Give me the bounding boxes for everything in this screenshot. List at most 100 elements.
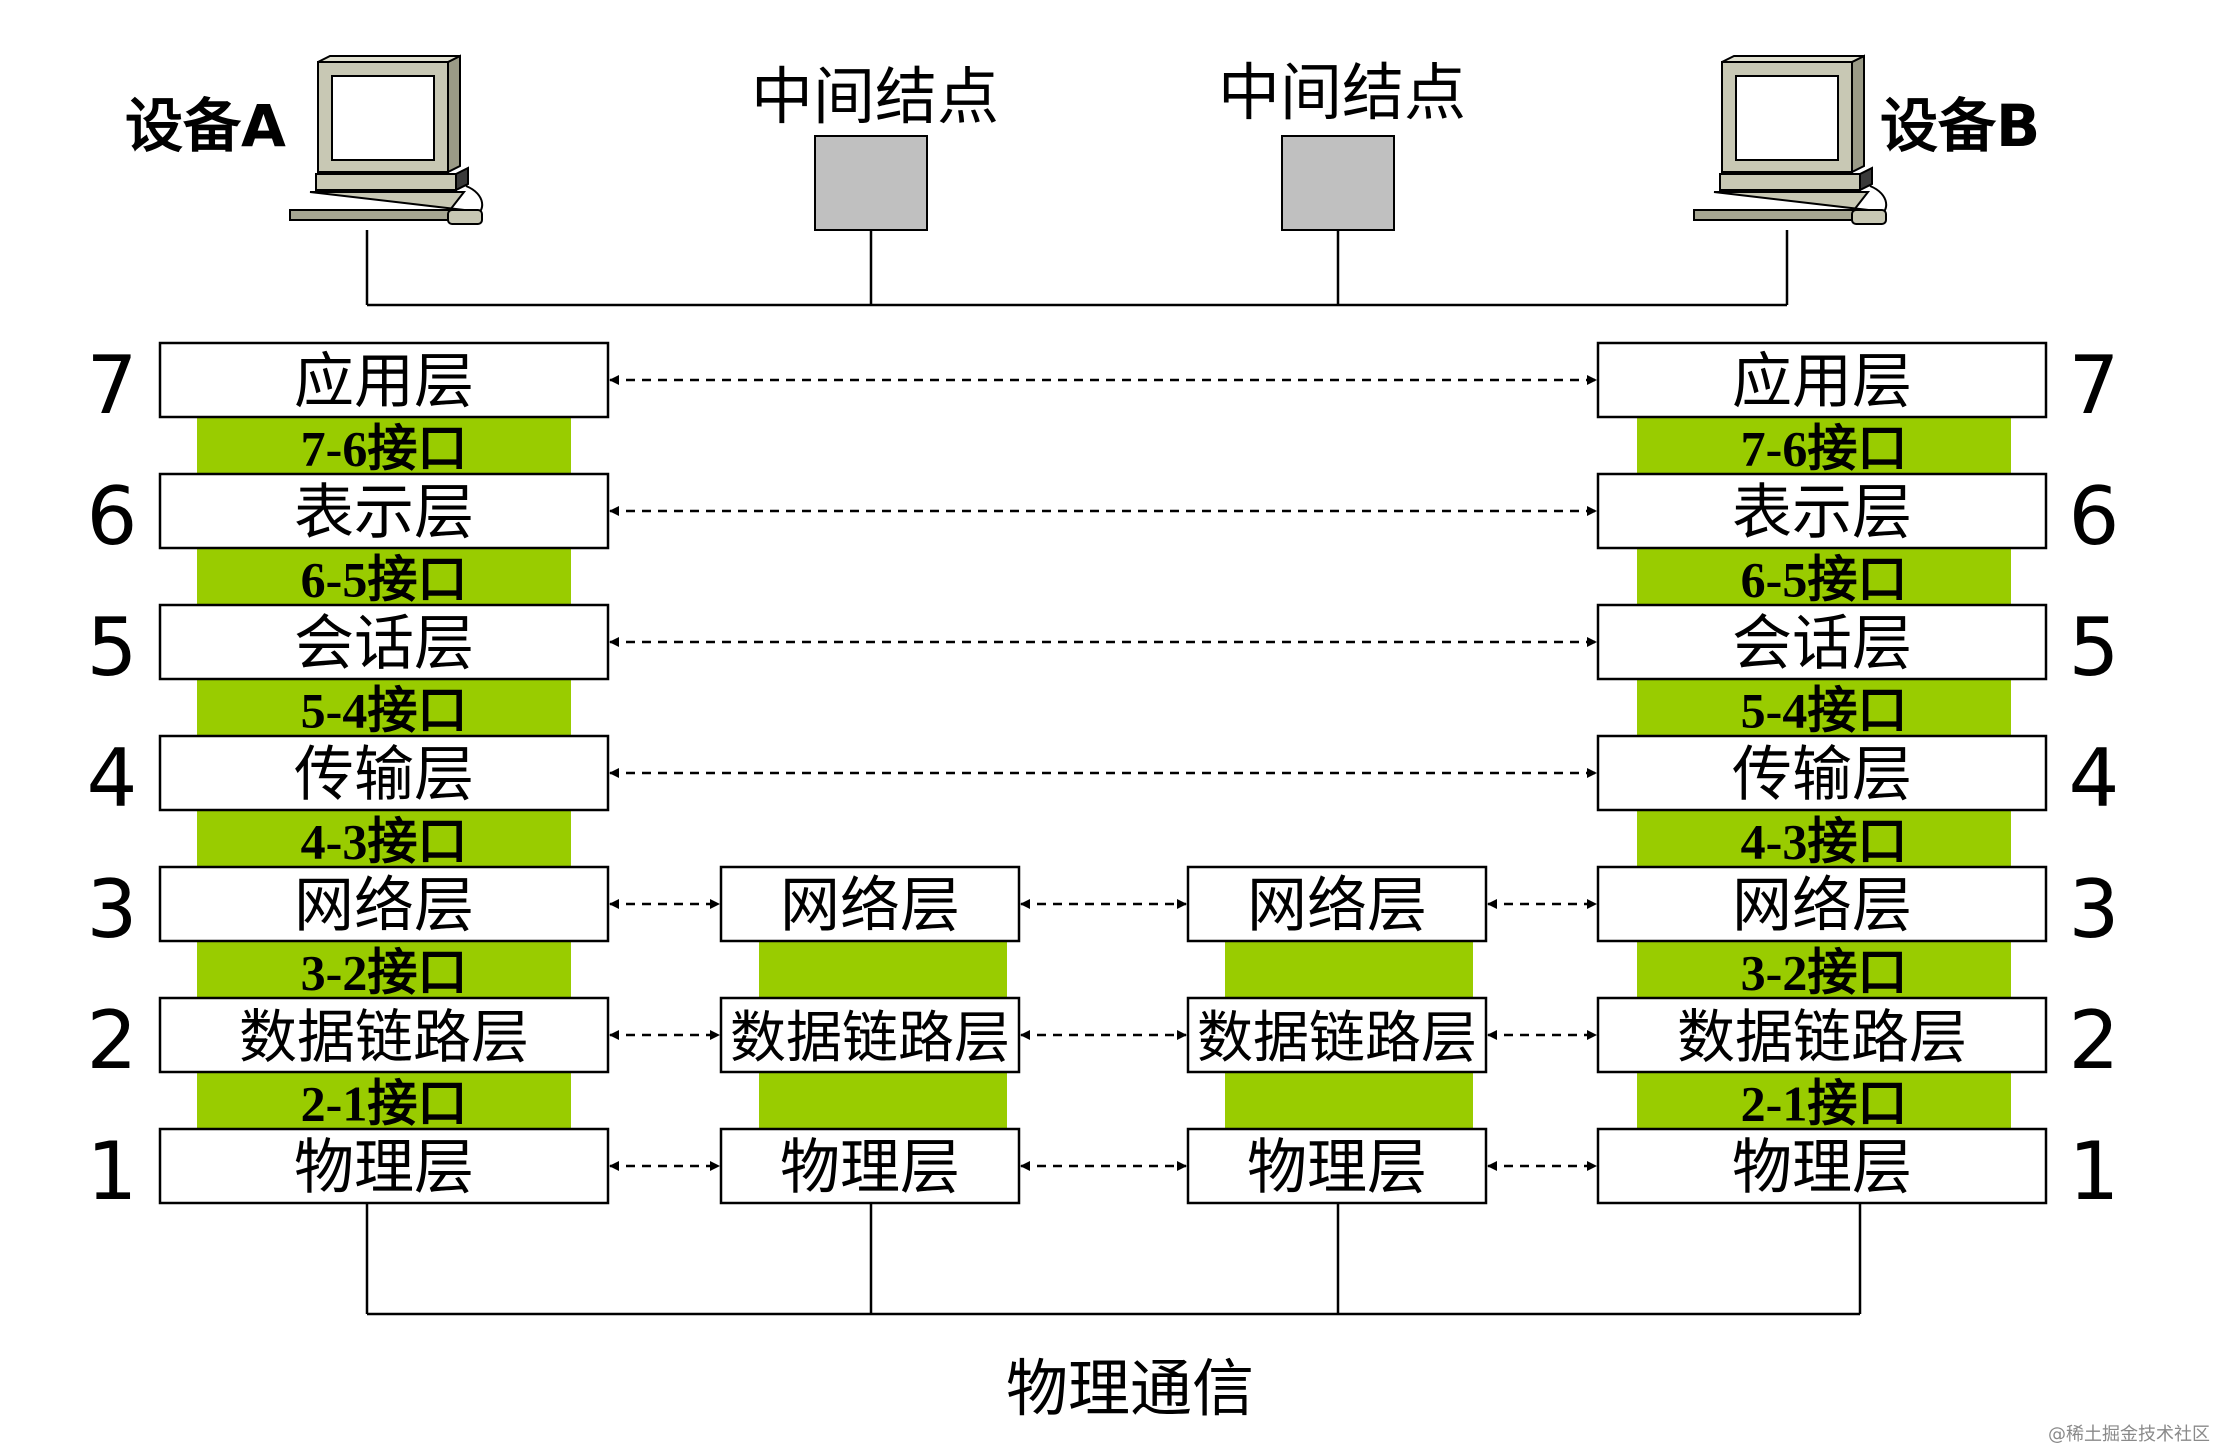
layer-name-mid1: 数据链路层 bbox=[730, 1006, 1010, 1071]
layer-name-right: 物理层 bbox=[1732, 1133, 1912, 1203]
layer-name-left: 物理层 bbox=[294, 1133, 474, 1203]
layer-box-mid1 bbox=[719, 1127, 1021, 1205]
layer-box-right bbox=[1596, 734, 2048, 812]
interface-label-left: 7-6接口 bbox=[301, 421, 468, 477]
interface-label-right: 4-3接口 bbox=[1741, 814, 1908, 870]
interface-band-right bbox=[1637, 415, 2011, 476]
device-a-label: 设备A bbox=[125, 92, 286, 160]
intermediate-node-2-label: 中间结点 bbox=[1218, 56, 1466, 129]
computer-icon-a bbox=[289, 54, 484, 225]
intermediate-node-1-label: 中间结点 bbox=[751, 60, 999, 133]
layer-name-left: 应用层 bbox=[294, 347, 474, 417]
layer-name-mid2: 网络层 bbox=[1247, 871, 1427, 941]
interface-band-left bbox=[197, 546, 571, 607]
layer-name-left: 传输层 bbox=[294, 740, 474, 810]
layer-number-left: 6 bbox=[87, 470, 138, 563]
interface-label-left: 6-5接口 bbox=[301, 552, 468, 608]
interface-label-right: 2-1接口 bbox=[1741, 1076, 1908, 1132]
computer-icon-b bbox=[1693, 54, 1888, 225]
peer-arrows bbox=[609, 375, 1597, 1171]
top-network: 设备A 设备B 中间结点 中间结点 bbox=[125, 54, 2040, 307]
layer-name-left: 网络层 bbox=[294, 871, 474, 941]
intermediate-node-2-icon bbox=[1281, 135, 1395, 231]
layer-number-right: 5 bbox=[2069, 601, 2120, 694]
layer-boxes bbox=[158, 341, 2048, 1205]
intermediate-node-1-icon bbox=[814, 135, 928, 231]
layer-number-left: 7 bbox=[87, 339, 138, 432]
interface-band-right bbox=[1637, 1070, 2011, 1131]
layer-box-left bbox=[158, 341, 610, 419]
layer-number-left: 2 bbox=[87, 994, 138, 1087]
layer-number-left: 4 bbox=[87, 732, 138, 825]
layer-number-right: 6 bbox=[2069, 470, 2120, 563]
interface-label-right: 3-2接口 bbox=[1741, 945, 1908, 1001]
layer-name-mid1: 物理层 bbox=[780, 1133, 960, 1203]
layer-name-right: 会话层 bbox=[1732, 609, 1912, 679]
layer-name-right: 应用层 bbox=[1732, 347, 1912, 417]
interface-band-left bbox=[197, 677, 571, 738]
layer-name-left: 表示层 bbox=[294, 478, 474, 548]
layer-number-right: 7 bbox=[2069, 339, 2120, 432]
layer-name-left: 数据链路层 bbox=[239, 1003, 529, 1071]
interface-band-mid1 bbox=[759, 939, 1007, 1000]
interface-band-mid2 bbox=[1225, 1070, 1473, 1131]
interface-band-mid2 bbox=[1225, 939, 1473, 1000]
physical-communication-label: 物理通信 bbox=[1006, 1352, 1254, 1425]
layer-name-right: 数据链路层 bbox=[1677, 1003, 1967, 1071]
interface-band-left bbox=[197, 939, 571, 1000]
layer-box-left bbox=[158, 603, 610, 681]
layer-number-right: 3 bbox=[2069, 863, 2120, 956]
interface-label-left: 3-2接口 bbox=[301, 945, 468, 1001]
layer-box-right bbox=[1596, 1127, 2048, 1205]
interface-label-right: 5-4接口 bbox=[1741, 683, 1908, 739]
layer-number-right: 4 bbox=[2069, 732, 2120, 825]
interface-label-left: 4-3接口 bbox=[301, 814, 468, 870]
layer-name-right: 表示层 bbox=[1732, 478, 1912, 548]
layer-name-mid1: 网络层 bbox=[780, 871, 960, 941]
layer-texts: 7 7 应用层 应用层 6 6 表示层 表示层 5 5 会话层 会话层 4 4 传输层 传输层 3 3 网络层 网络层… bbox=[87, 339, 2120, 1218]
layer-name-right: 传输层 bbox=[1732, 740, 1912, 810]
layer-number-right: 2 bbox=[2069, 994, 2120, 1087]
interface-band-right bbox=[1637, 546, 2011, 607]
layer-number-right: 1 bbox=[2069, 1125, 2120, 1218]
interface-band-left bbox=[197, 415, 571, 476]
layer-name-mid2: 物理层 bbox=[1247, 1133, 1427, 1203]
layer-number-left: 3 bbox=[87, 863, 138, 956]
interface-band-right bbox=[1637, 808, 2011, 869]
layer-box-mid1 bbox=[719, 865, 1021, 943]
interface-band-mid1 bbox=[759, 1070, 1007, 1131]
interface-bands bbox=[197, 415, 2011, 1131]
interface-label-right: 6-5接口 bbox=[1741, 552, 1908, 608]
layer-box-left bbox=[158, 1127, 610, 1205]
layer-box-right bbox=[1596, 341, 2048, 419]
layer-name-right: 网络层 bbox=[1732, 871, 1912, 941]
watermark: @稀土掘金技术社区 bbox=[2048, 1424, 2210, 1445]
layer-box-mid2 bbox=[1186, 996, 1488, 1074]
layer-box-left bbox=[158, 996, 610, 1074]
interface-band-left bbox=[197, 1070, 571, 1131]
device-b-label: 设备B bbox=[1880, 92, 2040, 160]
layer-box-mid1 bbox=[719, 996, 1021, 1074]
layer-box-left bbox=[158, 865, 610, 943]
interface-band-left bbox=[197, 808, 571, 869]
interface-label-left: 5-4接口 bbox=[301, 683, 468, 739]
interface-label-left: 2-1接口 bbox=[301, 1076, 468, 1132]
layer-box-mid2 bbox=[1186, 865, 1488, 943]
layer-box-left bbox=[158, 472, 610, 550]
layer-box-right bbox=[1596, 996, 2048, 1074]
layer-box-right bbox=[1596, 865, 2048, 943]
top-bus bbox=[365, 230, 1789, 307]
layer-box-right bbox=[1596, 603, 2048, 681]
interface-band-right bbox=[1637, 939, 2011, 1000]
layer-name-mid2: 数据链路层 bbox=[1197, 1006, 1477, 1071]
layer-number-left: 1 bbox=[87, 1125, 138, 1218]
layer-number-left: 5 bbox=[87, 601, 138, 694]
layer-box-left bbox=[158, 734, 610, 812]
physical-bus bbox=[365, 1203, 1862, 1316]
layer-box-mid2 bbox=[1186, 1127, 1488, 1205]
interface-band-right bbox=[1637, 677, 2011, 738]
layer-box-right bbox=[1596, 472, 2048, 550]
layer-name-left: 会话层 bbox=[294, 609, 474, 679]
